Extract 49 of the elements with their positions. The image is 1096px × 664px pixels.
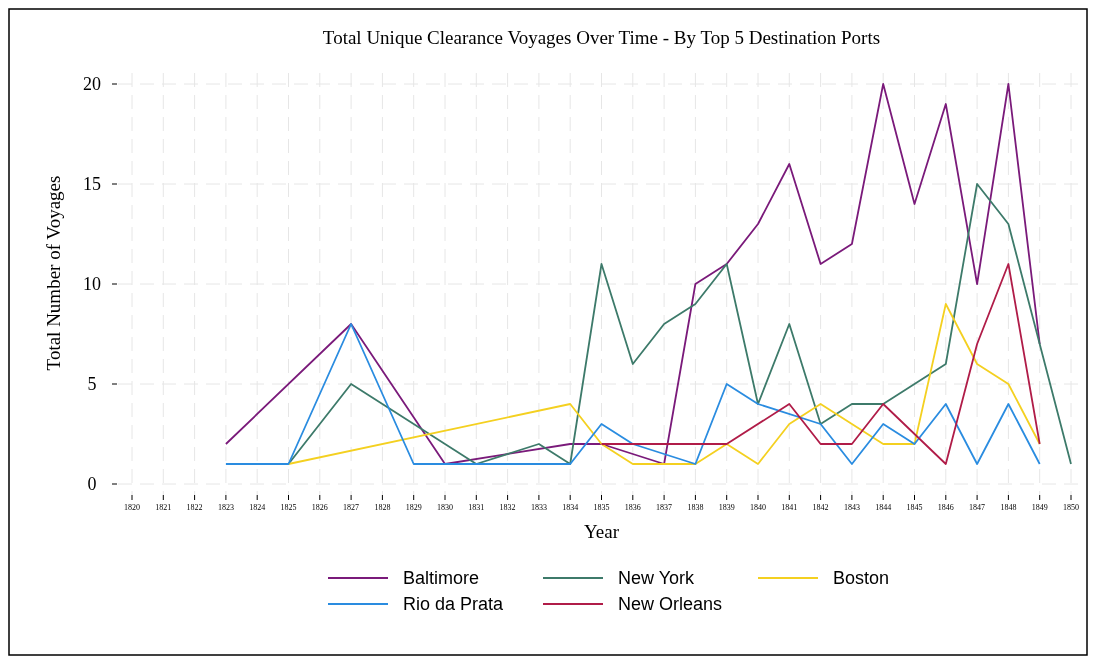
- x-tick-label: 1848: [1000, 503, 1017, 512]
- x-tick-label: 1846: [937, 503, 954, 512]
- x-tick-label: 1839: [718, 503, 735, 512]
- x-tick-label: 1827: [343, 503, 360, 512]
- x-tick-label: 1834: [562, 503, 579, 512]
- x-tick-label: 1833: [530, 503, 547, 512]
- line-series: [287, 183, 1072, 465]
- y-tick-label: 5: [87, 374, 97, 394]
- x-tick-label: 1840: [750, 503, 766, 512]
- legend-label: Boston: [833, 568, 890, 588]
- x-tick-label: 1825: [280, 503, 297, 512]
- y-axis-title: Total Number of Voyages: [43, 175, 64, 371]
- line-series: [225, 83, 1041, 465]
- legend-label: New Orleans: [618, 594, 723, 614]
- y-tick-label: 0: [87, 474, 97, 494]
- line-series: [600, 263, 1041, 465]
- x-tick-label: 1837: [656, 503, 673, 512]
- y-tick-label: 15: [83, 174, 101, 194]
- x-tick-label: 1843: [843, 503, 860, 512]
- x-tick-label: 1841: [781, 503, 798, 512]
- line-series: [287, 303, 1041, 465]
- x-tick-label: 1850: [1063, 503, 1079, 512]
- x-tick-label: 1830: [437, 503, 453, 512]
- legend-label: Baltimore: [403, 568, 480, 588]
- y-tick-label: 20: [83, 74, 101, 94]
- x-tick-label: 1820: [124, 503, 140, 512]
- x-tick-label: 1842: [812, 503, 829, 512]
- x-tick-label: 1838: [687, 503, 704, 512]
- x-tick-label: 1826: [311, 503, 328, 512]
- x-tick-label: 1849: [1031, 503, 1048, 512]
- legend-label: New York: [618, 568, 696, 588]
- x-tick-label: 1824: [249, 503, 266, 512]
- x-tick-label: 1831: [468, 503, 485, 512]
- x-tick-label: 1847: [969, 503, 986, 512]
- x-tick-label: 1822: [186, 503, 203, 512]
- x-tick-label: 1845: [906, 503, 923, 512]
- x-tick-label: 1844: [875, 503, 892, 512]
- line-series: [225, 323, 1041, 465]
- x-tick-label: 1832: [499, 503, 516, 512]
- legend-label: Rio da Prata: [403, 594, 505, 614]
- x-tick-label: 1829: [405, 503, 422, 512]
- chart-title: Total Unique Clearance Voyages Over Time - By Top 5 Destination Ports: [322, 27, 881, 48]
- x-tick-label: 1828: [374, 503, 391, 512]
- x-tick-label: 1823: [217, 503, 234, 512]
- x-tick-label: 1821: [155, 503, 172, 512]
- x-tick-label: 1835: [593, 503, 610, 512]
- y-tick-label: 10: [83, 274, 101, 294]
- x-axis-title: Year: [583, 521, 620, 542]
- x-tick-label: 1836: [624, 503, 641, 512]
